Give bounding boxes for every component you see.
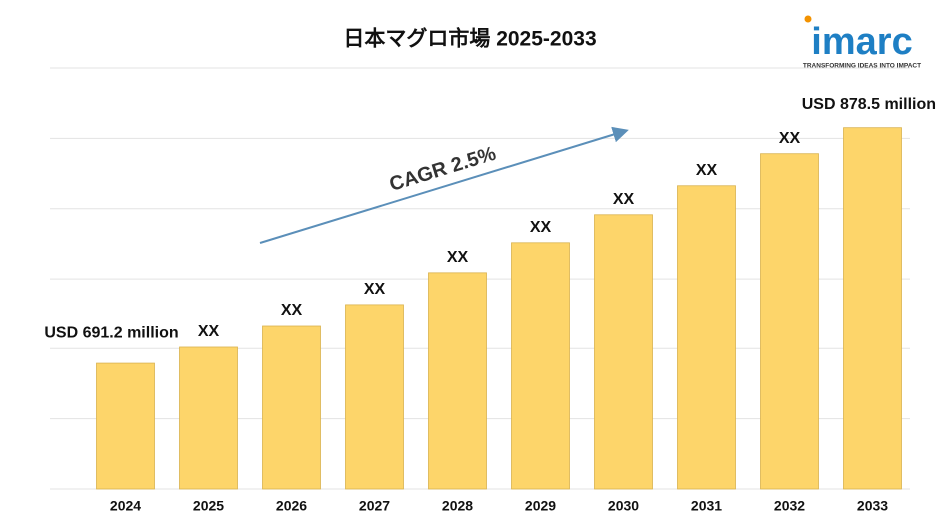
cagr-label: CAGR 2.5% [387, 143, 499, 196]
bar [179, 346, 238, 490]
bar [677, 185, 736, 490]
x-tick-label: 2026 [276, 498, 307, 514]
bar [594, 214, 653, 490]
chart-title: 日本マグロ市場 2025-2033 [343, 27, 596, 51]
value-label: XX [364, 281, 386, 298]
x-tick-label: 2024 [110, 498, 141, 514]
bar [511, 242, 570, 490]
x-tick-label: 2029 [525, 498, 556, 514]
x-tick-label: 2028 [442, 498, 473, 514]
value-label: XX [198, 323, 220, 340]
x-tick-label: 2032 [774, 498, 805, 514]
value-label: USD 878.5 million [802, 96, 936, 113]
logo-tagline: TRANSFORMING IDEAS INTO IMPACT [803, 63, 921, 70]
bar [843, 127, 902, 490]
x-tick-label: 2030 [608, 498, 639, 514]
x-tick-label: 2025 [193, 498, 224, 514]
value-label: USD 691.2 million [44, 324, 178, 341]
bar [760, 153, 819, 490]
logo: imarc TRANSFORMING IDEAS INTO IMPACT [803, 15, 921, 70]
cagr-arrow [259, 126, 629, 244]
logo-name: imarc [811, 21, 912, 63]
value-label: XX [696, 162, 718, 179]
bar [428, 272, 487, 490]
value-label: XX [530, 219, 552, 236]
value-label: XX [447, 249, 469, 266]
value-label: XX [613, 191, 635, 208]
value-label: XX [281, 302, 303, 319]
value-label: XX [779, 130, 801, 147]
bar [96, 362, 155, 490]
logo-dot [804, 15, 812, 23]
bar [345, 304, 404, 490]
x-tick-label: 2031 [691, 498, 722, 514]
bar [262, 325, 321, 490]
x-tick-label: 2033 [857, 498, 888, 514]
x-tick-label: 2027 [359, 498, 390, 514]
